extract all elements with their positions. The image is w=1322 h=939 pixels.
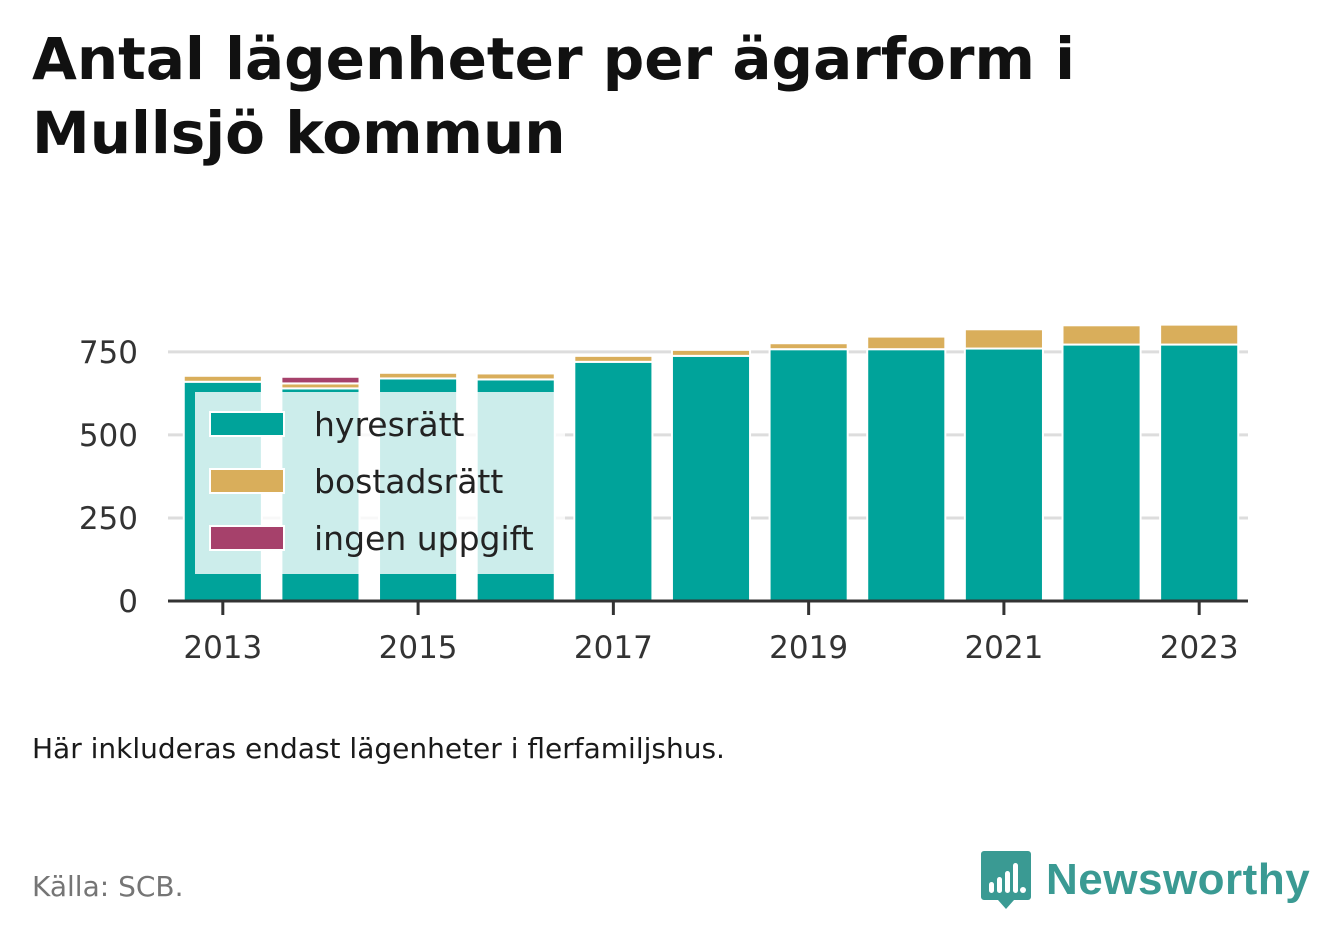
- legend-label-hyresrätt: hyresrätt: [314, 405, 465, 444]
- bar-segment-bostadsrätt-2022: [1061, 324, 1142, 346]
- bar-segment-hyresrätt-2023: [1159, 343, 1240, 602]
- x-tick-label: 2017: [574, 630, 653, 666]
- bar-segment-bostadsrätt-2016: [475, 372, 556, 381]
- brand-name: Newsworthy: [1046, 855, 1311, 904]
- legend-label-ingen-uppgift: ingen uppgift: [314, 519, 534, 558]
- legend-label-bostadsrätt: bostadsrätt: [314, 462, 503, 501]
- y-tick-label: 750: [79, 335, 138, 371]
- x-tick-label: 2023: [1160, 630, 1239, 666]
- bar-segment-hyresrätt-2018: [670, 354, 752, 602]
- bar-segment-hyresrätt-2017: [573, 360, 654, 602]
- legend-swatch-hyresrätt: [209, 411, 285, 437]
- bar-segment-bostadsrätt-2017: [573, 354, 654, 363]
- x-tick-label: 2013: [183, 630, 262, 666]
- brand-logo: Newsworthy: [980, 848, 1310, 912]
- legend: hyresrätt bostadsrätt ingen uppgift: [195, 392, 565, 574]
- chart-note: Här inkluderas endast lägenheter i flerf…: [32, 732, 725, 765]
- bar-segment-bostadsrätt-2018: [670, 348, 752, 357]
- x-tick-label: 2015: [379, 630, 458, 666]
- bar-segment-hyresrätt-2020: [866, 348, 947, 602]
- bar-segment-bostadsrätt-2019: [768, 342, 849, 351]
- bar-segment-hyresrätt-2019: [768, 348, 849, 602]
- y-tick-label: 500: [79, 418, 138, 454]
- bar-segment-bostadsrätt-2021: [963, 328, 1044, 350]
- x-tick-label: 2019: [769, 630, 848, 666]
- bar-segment-bostadsrätt-2015: [378, 371, 459, 380]
- bar-segment-bostadsrätt-2020: [866, 335, 947, 351]
- x-tick-label: 2021: [964, 630, 1043, 666]
- bar-segment-ingen-uppgift-2014: [280, 375, 361, 385]
- axes: 0 250 500 750 2013 2015 2017 2019 2021 2023: [79, 335, 1248, 666]
- bar-segment-hyresrätt-2022: [1061, 343, 1142, 602]
- legend-swatch-ingen-uppgift: [209, 525, 285, 551]
- y-tick-label: 0: [118, 584, 138, 620]
- source-credit: Källa: SCB.: [32, 870, 184, 903]
- bar-segment-bostadsrätt-2013: [182, 374, 263, 383]
- newsworthy-bar-chart-icon: [981, 851, 1031, 909]
- legend-swatch-bostadsrätt: [209, 468, 285, 494]
- bar-segment-bostadsrätt-2023: [1159, 323, 1240, 346]
- y-tick-label: 250: [79, 501, 138, 537]
- bar-segment-hyresrätt-2021: [963, 347, 1044, 602]
- chart-title: Antal lägenheter per ägarform i Mullsjö …: [32, 25, 1076, 167]
